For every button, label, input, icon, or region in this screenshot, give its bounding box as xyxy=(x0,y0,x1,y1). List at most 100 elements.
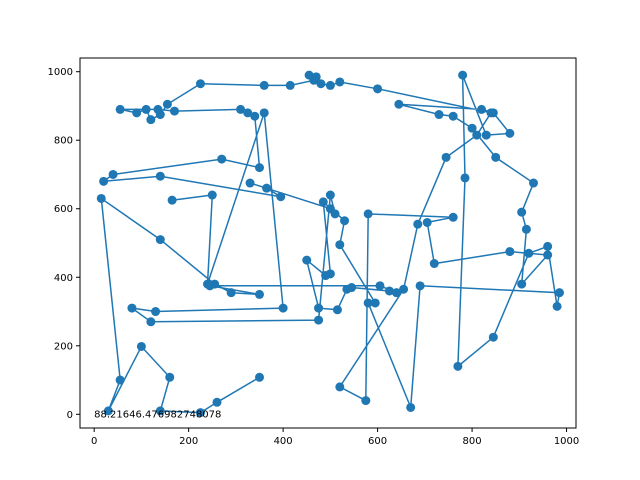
data-point xyxy=(491,152,501,162)
data-point xyxy=(340,216,350,226)
data-point xyxy=(448,111,458,121)
data-point xyxy=(481,130,491,140)
data-point xyxy=(255,372,265,382)
data-point xyxy=(136,341,146,351)
data-point xyxy=(370,298,380,308)
data-point xyxy=(517,207,527,217)
data-point xyxy=(467,123,477,133)
data-point xyxy=(151,307,161,317)
data-point xyxy=(543,250,553,260)
x-tick-label: 1000 xyxy=(554,436,579,447)
data-point xyxy=(262,183,272,193)
data-point xyxy=(153,104,163,114)
data-point xyxy=(375,281,385,291)
data-point xyxy=(361,396,371,406)
data-point xyxy=(250,111,260,121)
data-point xyxy=(554,288,564,298)
data-point xyxy=(103,406,113,416)
data-point xyxy=(441,152,451,162)
data-point xyxy=(195,408,205,418)
data-point xyxy=(434,110,444,120)
data-point xyxy=(169,106,179,116)
data-point xyxy=(477,104,487,114)
data-point xyxy=(115,104,125,114)
data-point xyxy=(330,209,340,219)
data-point xyxy=(325,80,335,90)
ticks-layer: 0 200 400 600 800 1000 0 200 400 600 800 1000 xyxy=(48,67,580,447)
data-point xyxy=(458,70,468,80)
data-point xyxy=(415,281,425,291)
data-point xyxy=(472,130,482,140)
data-point xyxy=(162,99,172,109)
data-point xyxy=(146,317,156,327)
data-point xyxy=(325,269,335,279)
data-point xyxy=(195,79,205,89)
data-point xyxy=(278,303,288,313)
data-point xyxy=(167,195,177,205)
data-point xyxy=(259,108,269,118)
data-point xyxy=(429,259,439,269)
data-point xyxy=(524,248,534,258)
data-point xyxy=(552,301,562,311)
data-point xyxy=(255,163,265,173)
y-tick-label: 1000 xyxy=(48,67,73,78)
data-point xyxy=(335,240,345,250)
data-point xyxy=(391,288,401,298)
data-point xyxy=(363,298,373,308)
data-point xyxy=(309,75,319,85)
data-point xyxy=(406,402,416,412)
data-point xyxy=(453,361,463,371)
data-point xyxy=(342,284,352,294)
data-point xyxy=(146,115,156,125)
data-point xyxy=(255,289,265,299)
data-point xyxy=(127,303,137,313)
data-point xyxy=(318,197,328,207)
data-point xyxy=(243,108,253,118)
data-point xyxy=(99,176,109,186)
data-point xyxy=(302,255,312,265)
x-tick-label: 600 xyxy=(368,436,387,447)
data-point xyxy=(203,279,213,289)
data-point xyxy=(276,192,286,202)
data-point xyxy=(488,332,498,342)
x-tick-label: 200 xyxy=(179,436,198,447)
data-point xyxy=(165,372,175,382)
data-point xyxy=(285,80,295,90)
data-point xyxy=(259,80,269,90)
data-point xyxy=(486,108,496,118)
data-point xyxy=(96,193,106,203)
data-point xyxy=(141,104,151,114)
y-tick-label: 600 xyxy=(54,204,73,215)
x-tick-label: 400 xyxy=(274,436,293,447)
series-layer xyxy=(96,70,564,418)
data-point xyxy=(335,77,345,87)
data-point xyxy=(314,303,324,313)
data-point xyxy=(399,284,409,294)
x-tick-label: 0 xyxy=(91,436,97,447)
y-tick-label: 400 xyxy=(54,273,73,284)
data-point xyxy=(460,173,470,183)
data-point xyxy=(394,99,404,109)
data-point xyxy=(384,286,394,296)
data-point xyxy=(226,288,236,298)
data-point xyxy=(543,241,553,251)
data-point xyxy=(155,235,165,245)
data-point xyxy=(155,406,165,416)
data-point xyxy=(245,178,255,188)
data-point xyxy=(155,171,165,181)
y-tick-label: 200 xyxy=(54,341,73,352)
data-point xyxy=(236,104,246,114)
data-point xyxy=(108,169,118,179)
annotation-label: 88.21646.476982748078 xyxy=(94,409,221,420)
data-point xyxy=(505,128,515,138)
data-point xyxy=(521,224,531,234)
data-point xyxy=(528,178,538,188)
data-point xyxy=(314,315,324,325)
y-tick-label: 800 xyxy=(54,136,73,147)
data-point xyxy=(217,154,227,164)
data-point xyxy=(448,212,458,222)
data-point xyxy=(413,219,423,229)
data-point xyxy=(505,247,515,257)
